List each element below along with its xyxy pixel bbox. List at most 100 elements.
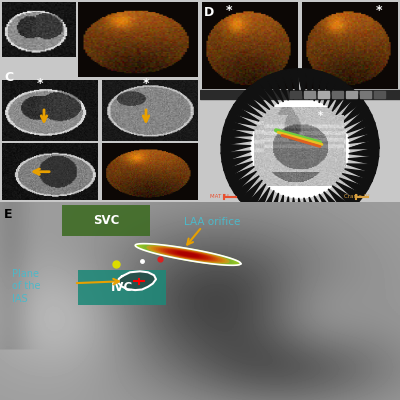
Polygon shape [224,162,253,178]
Polygon shape [328,189,353,214]
Polygon shape [142,245,234,264]
Polygon shape [222,156,252,170]
Polygon shape [224,120,254,130]
Polygon shape [166,250,210,259]
Polygon shape [319,194,339,222]
Polygon shape [258,190,274,221]
Polygon shape [173,251,203,258]
Polygon shape [250,81,274,106]
Polygon shape [221,144,251,154]
Polygon shape [266,193,278,224]
Polygon shape [159,248,217,260]
Polygon shape [251,99,349,198]
Text: *: * [37,77,43,90]
Polygon shape [349,139,379,148]
Polygon shape [346,114,375,133]
Polygon shape [230,171,256,194]
Polygon shape [346,164,378,174]
Polygon shape [339,178,368,196]
Polygon shape [161,249,215,260]
Polygon shape [145,246,231,263]
Text: Plane
of the
IAS: Plane of the IAS [12,269,40,304]
Text: IVC: IVC [111,281,133,294]
Polygon shape [290,198,299,228]
Text: D: D [204,6,214,19]
Bar [374,91,385,98]
Polygon shape [138,244,238,265]
Bar [200,90,400,99]
Polygon shape [336,88,358,115]
Text: *: * [318,111,323,121]
Polygon shape [175,252,201,257]
Polygon shape [168,250,208,258]
Text: LAA orifice: LAA orifice [184,217,240,227]
Bar [304,91,315,98]
Text: Cranio 0°: Cranio 0° [344,194,370,199]
Polygon shape [319,72,331,103]
Polygon shape [234,176,259,200]
Polygon shape [171,251,205,258]
Polygon shape [349,130,378,143]
Bar [332,91,343,98]
Polygon shape [118,271,156,290]
Polygon shape [324,74,338,105]
Polygon shape [264,74,283,102]
Polygon shape [298,198,307,228]
Polygon shape [152,247,224,262]
Bar [290,91,301,98]
Text: SVC: SVC [93,214,119,227]
Polygon shape [288,69,299,99]
Polygon shape [273,195,283,226]
Polygon shape [180,253,196,256]
Polygon shape [342,100,368,123]
Polygon shape [349,147,379,157]
Text: C: C [4,71,13,84]
Polygon shape [339,94,364,119]
Polygon shape [150,246,226,262]
FancyBboxPatch shape [62,205,150,236]
Polygon shape [156,248,220,261]
Text: E: E [4,208,12,221]
Polygon shape [272,71,288,100]
Polygon shape [342,174,372,189]
Polygon shape [221,136,252,145]
Polygon shape [304,198,316,228]
Polygon shape [226,112,256,126]
Polygon shape [336,182,364,202]
Polygon shape [314,196,332,225]
Polygon shape [135,244,241,265]
Polygon shape [164,250,212,260]
Bar [346,91,357,98]
Polygon shape [345,107,372,128]
Polygon shape [348,122,377,138]
Polygon shape [324,192,346,218]
Polygon shape [305,69,315,100]
Polygon shape [280,69,294,100]
Polygon shape [230,104,259,121]
Polygon shape [178,252,198,256]
Bar [318,91,329,98]
Polygon shape [147,246,229,263]
Polygon shape [257,77,278,104]
Bar [360,91,371,98]
Text: MAT 0°: MAT 0° [210,194,229,199]
Text: *: * [226,4,232,17]
Polygon shape [251,187,270,217]
Polygon shape [244,86,270,110]
Polygon shape [154,248,222,262]
Polygon shape [314,70,323,101]
Polygon shape [226,166,254,186]
Polygon shape [221,151,251,162]
Polygon shape [349,139,379,148]
Polygon shape [328,78,346,108]
Polygon shape [245,184,266,212]
Polygon shape [140,245,236,264]
FancyBboxPatch shape [78,270,166,305]
Polygon shape [345,169,375,182]
Polygon shape [281,196,290,228]
Text: *: * [376,4,382,17]
Polygon shape [239,180,262,206]
Polygon shape [222,128,253,137]
Polygon shape [332,82,352,111]
Polygon shape [309,197,324,227]
